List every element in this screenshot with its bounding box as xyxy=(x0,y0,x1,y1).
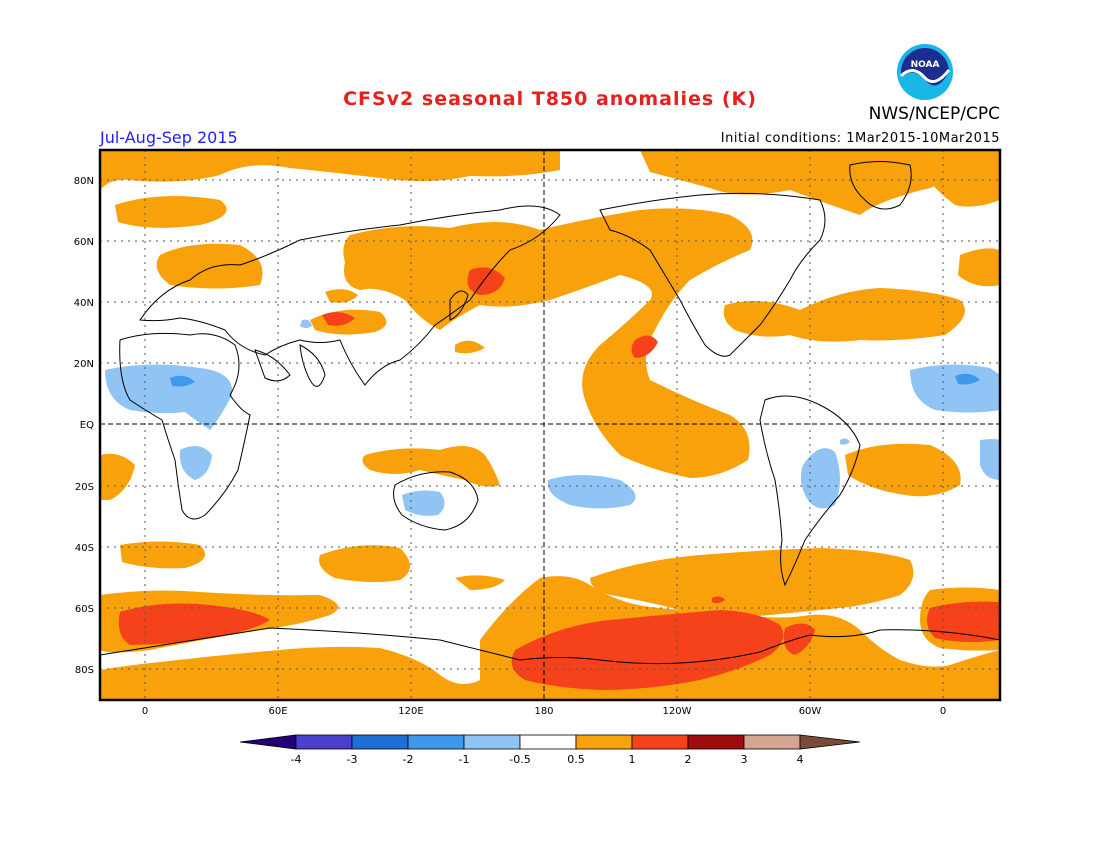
graticule xyxy=(100,150,1000,700)
latitude-labels: 80N 60N 40N 20N EQ 20S 40S 60S 80S xyxy=(74,176,94,676)
legend-tick: -4 xyxy=(291,753,302,766)
lon-label: 60W xyxy=(799,706,822,717)
legend-tick: 4 xyxy=(797,753,804,766)
noaa-logo: NOAA xyxy=(895,42,955,106)
legend-tick: -3 xyxy=(347,753,358,766)
anomaly-negative-moderate xyxy=(170,373,980,387)
legend-swatch xyxy=(743,734,801,750)
lat-label: 60N xyxy=(74,237,94,248)
lon-label: 120E xyxy=(398,706,423,717)
color-legend: -4 -3 -2 -1 -0.5 0.5 1 2 3 4 xyxy=(239,734,861,766)
legend-tick: 2 xyxy=(685,753,692,766)
lon-label: 0 xyxy=(142,706,148,717)
lat-label: 80S xyxy=(75,665,94,676)
legend-arrow-low xyxy=(239,734,297,750)
legend-arrow-high xyxy=(799,734,861,750)
legend-swatch xyxy=(687,734,745,750)
anomaly-field xyxy=(100,150,1000,700)
lat-label: 60S xyxy=(75,604,94,615)
forecast-period: Jul-Aug-Sep 2015 xyxy=(100,128,238,147)
coastlines xyxy=(100,161,1000,665)
lat-label: 40S xyxy=(75,543,94,554)
lat-label: EQ xyxy=(80,420,94,431)
lat-label: 40N xyxy=(74,298,94,309)
map-frame xyxy=(98,148,1002,702)
equator-dateline xyxy=(100,150,1000,700)
legend-swatch xyxy=(295,734,353,750)
legend-tick: -0.5 xyxy=(509,753,530,766)
legend-tick: -2 xyxy=(403,753,414,766)
legend-swatch xyxy=(463,734,521,750)
initial-conditions: Initial conditions: 1Mar2015-10Mar2015 xyxy=(720,131,1000,146)
legend-tick: 1 xyxy=(629,753,636,766)
lat-label: 80N xyxy=(74,176,94,187)
map-title: CFSv2 seasonal T850 anomalies (K) xyxy=(343,88,757,110)
lon-label: 0 xyxy=(940,706,946,717)
lat-label: 20S xyxy=(75,482,94,493)
lon-label: 180 xyxy=(534,706,553,717)
lon-label: 120W xyxy=(663,706,692,717)
legend-swatch xyxy=(407,734,465,750)
longitude-labels: 0 60E 120E 180 120W 60W 0 xyxy=(142,706,946,717)
legend-swatch xyxy=(631,734,689,750)
legend-swatch xyxy=(519,734,577,750)
anomaly-negative-weak xyxy=(105,319,1000,516)
legend-swatch xyxy=(575,734,633,750)
legend-swatch xyxy=(351,734,409,750)
legend-tick: -1 xyxy=(459,753,470,766)
lat-label: 20N xyxy=(74,359,94,370)
lon-label: 60E xyxy=(268,706,287,717)
legend-tick: 0.5 xyxy=(567,753,585,766)
noaa-logo-text: NOAA xyxy=(911,60,940,70)
agency-label: NWS/NCEP/CPC xyxy=(868,104,1000,124)
legend-tick: 3 xyxy=(741,753,748,766)
